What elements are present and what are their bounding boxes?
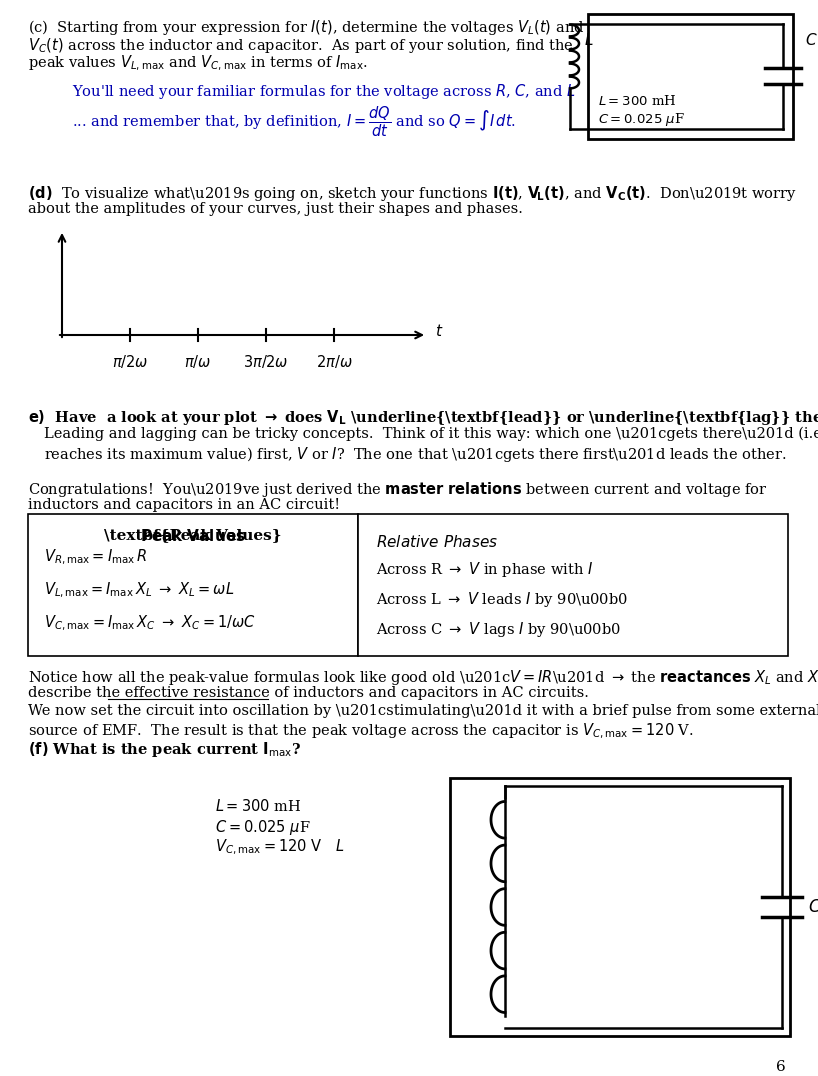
Text: $L$: $L$ (584, 32, 594, 48)
Text: \textbf{Peak Values}: \textbf{Peak Values} (104, 528, 282, 542)
Text: $3\pi/2\omega$: $3\pi/2\omega$ (243, 353, 289, 370)
Text: We now set the circuit into oscillation by \u201cstimulating\u201d it with a bri: We now set the circuit into oscillation … (28, 704, 818, 718)
Text: reaches its maximum value) first, $V$ or $I$?  The one that \u201cgets there fir: reaches its maximum value) first, $V$ or… (44, 445, 786, 464)
Bar (450, 778, 790, 1036)
Text: 6: 6 (776, 1060, 786, 1074)
Text: $C = 0.025\ \mu$F: $C = 0.025\ \mu$F (598, 111, 685, 128)
Text: inductors and capacitors in an AC circuit!: inductors and capacitors in an AC circui… (28, 498, 340, 512)
Text: Across C $\rightarrow$ $V$ lags $I$ by 90\u00b0: Across C $\rightarrow$ $V$ lags $I$ by 9… (376, 620, 621, 639)
Text: $V_{R,\max} = I_{\max}\, R$: $V_{R,\max} = I_{\max}\, R$ (44, 548, 147, 567)
Text: about the amplitudes of your curves, just their shapes and phases.: about the amplitudes of your curves, jus… (28, 202, 523, 216)
Text: $V_C(t)$ across the inductor and capacitor.  As part of your solution, find the: $V_C(t)$ across the inductor and capacit… (28, 36, 574, 55)
Text: $C$: $C$ (805, 32, 818, 48)
Text: $V_{L,\max} = I_{\max}\, X_L\ \rightarrow\ X_L = \omega L$: $V_{L,\max} = I_{\max}\, X_L\ \rightarro… (44, 581, 235, 600)
Text: peak values $V_{L,\mathrm{max}}$ and $V_{C,\mathrm{max}}$ in terms of $I_{\mathr: peak values $V_{L,\mathrm{max}}$ and $V_… (28, 54, 368, 73)
Text: Across L $\rightarrow$ $V$ leads $I$ by 90\u00b0: Across L $\rightarrow$ $V$ leads $I$ by … (376, 590, 628, 609)
Text: Across R $\rightarrow$ $V$ in phase with $I$: Across R $\rightarrow$ $V$ in phase with… (376, 560, 593, 579)
Bar (358, 514, 788, 656)
Text: $\mathbf{Peak\ Values}$: $\mathbf{Peak\ Values}$ (140, 528, 246, 544)
Text: You'll need your familiar formulas for the voltage across $R$, $C$, and $L$: You'll need your familiar formulas for t… (72, 82, 576, 101)
Text: $V_{C,\max} = I_{\max}\, X_C\ \rightarrow\ X_C = 1/\omega C$: $V_{C,\max} = I_{\max}\, X_C\ \rightarro… (44, 614, 256, 634)
Text: $V_{C,\max} = 120\ \mathrm{V}\ \ \ L$: $V_{C,\max} = 120\ \mathrm{V}\ \ \ L$ (215, 838, 344, 858)
Text: Congratulations!  You\u2019ve just derived the $\mathbf{master\ relations}$ betw: Congratulations! You\u2019ve just derive… (28, 480, 767, 499)
Text: $\mathbf{(d)}$  To visualize what\u2019s going on, sketch your functions $\mathb: $\mathbf{(d)}$ To visualize what\u2019s … (28, 184, 797, 203)
Text: Leading and lagging can be tricky concepts.  Think of it this way: which one \u2: Leading and lagging can be tricky concep… (44, 427, 818, 441)
Bar (588, 14, 793, 139)
Text: ... and remember that, by definition, $I = \dfrac{dQ}{dt}$ and so $Q = \int I\,d: ... and remember that, by definition, $I… (72, 104, 516, 139)
Text: describe the effective resistance of inductors and capacitors in AC circuits.: describe the effective resistance of ind… (28, 686, 589, 700)
Text: $\mathbf{e)}$  Have  a look at your plot $\mathbf{\rightarrow}$ does $\mathbf{V_: $\mathbf{e)}$ Have a look at your plot $… (28, 408, 818, 427)
Text: $C = 0.025\ \mu$F: $C = 0.025\ \mu$F (215, 818, 311, 837)
Bar (28, 514, 358, 656)
Text: $L = 300$ mH: $L = 300$ mH (215, 798, 302, 815)
Text: Notice how all the peak-value formulas look like good old \u201c$V = IR$\u201d $: Notice how all the peak-value formulas l… (28, 668, 818, 686)
Text: $\pi/2\omega$: $\pi/2\omega$ (112, 353, 148, 370)
Text: $\mathbf{(f)}$ What is the peak current $\mathbf{I_{\max}}$?: $\mathbf{(f)}$ What is the peak current … (28, 740, 301, 759)
Text: $C$: $C$ (808, 898, 818, 916)
Text: $\mathit{Relative\ Phases}$: $\mathit{Relative\ Phases}$ (376, 534, 498, 550)
Text: source of EMF.  The result is that the peak voltage across the capacitor is $V_{: source of EMF. The result is that the pe… (28, 722, 694, 741)
Text: (c)  Starting from your expression for $I(t)$, determine the voltages $V_L(t)$ a: (c) Starting from your expression for $I… (28, 18, 584, 37)
Text: $t$: $t$ (435, 323, 443, 339)
Text: $2\pi/\omega$: $2\pi/\omega$ (316, 353, 353, 370)
Text: $L = 300$ mH: $L = 300$ mH (598, 94, 676, 108)
Text: $\pi/\omega$: $\pi/\omega$ (184, 353, 212, 370)
